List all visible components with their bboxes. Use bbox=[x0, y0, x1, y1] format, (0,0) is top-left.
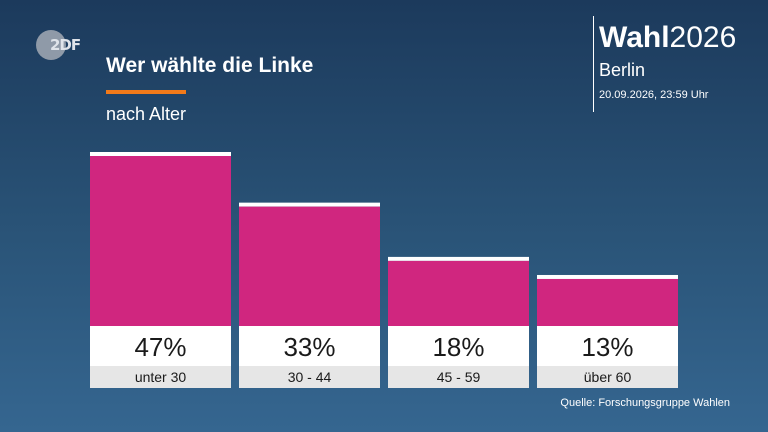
chart-subtitle: nach Alter bbox=[106, 104, 187, 124]
category-label: unter 30 bbox=[135, 369, 187, 385]
data-label: 13% bbox=[581, 332, 633, 362]
category-label: 30 - 44 bbox=[288, 369, 332, 385]
data-label: 47% bbox=[134, 332, 186, 362]
bar bbox=[388, 260, 529, 326]
data-label: 33% bbox=[283, 332, 335, 362]
category-label-box bbox=[388, 366, 529, 388]
value-label-box bbox=[90, 326, 231, 366]
title-accent-line bbox=[106, 90, 186, 94]
brand-year: 2026 bbox=[669, 21, 737, 54]
election-brand: Wahl2026 bbox=[599, 20, 736, 56]
zdf-logo-circle bbox=[36, 30, 66, 60]
brand-divider bbox=[593, 16, 594, 112]
data-label: 18% bbox=[432, 332, 484, 362]
source-note: Quelle: Forschungsgruppe Wahlen bbox=[560, 397, 730, 409]
bar bbox=[239, 206, 380, 326]
category-label-box bbox=[239, 366, 380, 388]
zdf-logo: 2DF bbox=[50, 36, 81, 54]
brand-wahl: Wahl bbox=[599, 21, 670, 54]
value-label-box bbox=[537, 326, 678, 366]
category-label: 45 - 59 bbox=[437, 369, 481, 385]
category-label: über 60 bbox=[584, 369, 632, 385]
value-label-box bbox=[239, 326, 380, 366]
bar-cap bbox=[388, 256, 529, 261]
bar-cap bbox=[90, 152, 231, 156]
region-label: Berlin bbox=[599, 60, 646, 80]
bar-cap bbox=[537, 274, 678, 279]
category-label-box bbox=[537, 366, 678, 388]
timestamp: 20.09.2026, 23:59 Uhr bbox=[599, 89, 709, 101]
bar bbox=[537, 278, 678, 326]
chart-title: Wer wählte die Linke bbox=[106, 54, 314, 77]
value-label-box bbox=[388, 326, 529, 366]
category-label-box bbox=[90, 366, 231, 388]
bar bbox=[90, 156, 231, 326]
bar-cap bbox=[239, 202, 380, 207]
